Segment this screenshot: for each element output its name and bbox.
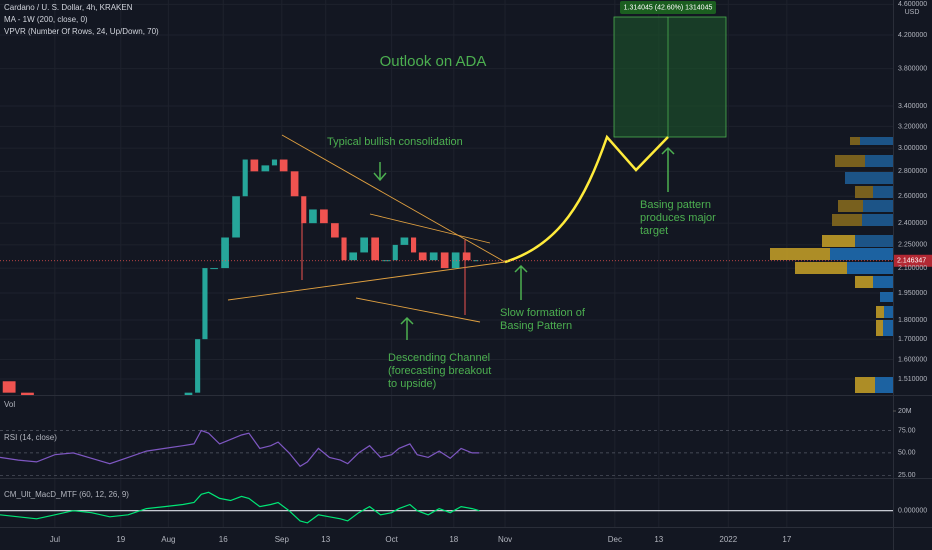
y-tick-label: 2.100000 (898, 265, 927, 272)
candle (462, 252, 471, 261)
arrows (373, 146, 675, 340)
y-tick-label: 4.600000 (898, 1, 927, 8)
x-tick-label: 17 (782, 535, 791, 544)
currency: USD (905, 9, 920, 16)
candle (301, 196, 307, 224)
candle (271, 159, 278, 166)
projection-curve (504, 134, 669, 264)
annotation: target (640, 225, 668, 237)
candle (331, 223, 339, 238)
candle (309, 209, 317, 224)
x-tick-label: Aug (161, 535, 175, 544)
x-tick-label: Jul (50, 535, 60, 544)
y-tick-label: 50.00 (898, 450, 916, 457)
candle (210, 268, 218, 270)
y-tick-label: 3.800000 (898, 65, 927, 72)
x-tick-label: Nov (498, 535, 512, 544)
pane-label: RSI (14, close) (4, 433, 57, 442)
y-tick-label: 3.000000 (898, 145, 927, 152)
candles (2, 159, 479, 395)
pane-label: Vol (4, 400, 15, 409)
y-tick-label: 4.200000 (898, 32, 927, 39)
header-symbol: Cardano / U. S. Dollar, 4h, KRAKEN (4, 3, 133, 12)
candle (320, 209, 328, 224)
y-tick-label: 2.250000 (898, 242, 927, 249)
annotation: Basing Pattern (500, 320, 572, 332)
candle (341, 237, 347, 261)
target-box (613, 16, 727, 138)
target-label: 1.314045 (42.60%) 1314045 (624, 4, 713, 11)
candle (195, 339, 201, 393)
y-tick-label: 1.510000 (898, 376, 927, 383)
candle (360, 237, 368, 253)
annotation: Basing pattern (640, 199, 711, 211)
header-ma: MA - 1W (200, close, 0) (4, 15, 88, 24)
candle (2, 381, 16, 393)
annotation: to upside) (388, 378, 436, 390)
x-tick-label: 13 (654, 535, 663, 544)
y-tick-label: 2.600000 (898, 193, 927, 200)
candle (202, 268, 208, 340)
annotation: (forecasting breakout (388, 365, 491, 377)
candle (473, 260, 479, 262)
x-tick-label: 16 (219, 535, 228, 544)
annotation: Descending Channel (388, 352, 490, 364)
trend-lines (227, 134, 506, 323)
y-tick-label: 1.950000 (898, 290, 927, 297)
candle (410, 237, 417, 253)
pane-label: CM_Ult_MacD_MTF (60, 12, 26, 9) (4, 490, 129, 499)
candle (371, 237, 379, 261)
candle (429, 252, 438, 261)
y-tick-label: 3.400000 (898, 103, 927, 110)
y-tick-label: 2.800000 (898, 168, 927, 175)
candle (232, 196, 240, 238)
candle (184, 392, 193, 395)
x-tick-label: Dec (608, 535, 622, 544)
candle (451, 252, 460, 269)
x-tick-label: 18 (449, 535, 458, 544)
y-tick-label: 1.700000 (898, 336, 927, 343)
last-price-box (894, 254, 932, 267)
x-tick-label: 13 (321, 535, 330, 544)
volume-profile (770, 137, 893, 393)
y-tick-label: 2.400000 (898, 220, 927, 227)
candle (440, 252, 449, 269)
y-tick-label: 20M (898, 408, 912, 415)
candle (418, 252, 427, 261)
target-label-box (620, 1, 716, 14)
x-tick-label: Sep (275, 535, 290, 544)
y-tick-label: 75.00 (898, 427, 916, 434)
candle (279, 159, 288, 172)
y-tick-label: 3.200000 (898, 123, 927, 130)
y-tick-label: 1.800000 (898, 317, 927, 324)
candle (221, 237, 229, 269)
candle (382, 260, 390, 262)
annotation: Typical bullish consolidation (327, 136, 463, 148)
candle (400, 237, 409, 245)
y-tick-label: 0.000000 (898, 508, 927, 515)
candle (290, 171, 299, 197)
x-tick-label: 2022 (719, 535, 737, 544)
annotation: Slow formation of (500, 307, 586, 319)
annotation: produces major (640, 212, 716, 224)
candle (261, 165, 270, 172)
candle (392, 244, 398, 261)
candle (242, 159, 248, 197)
x-tick-label: Oct (385, 535, 398, 544)
candle (250, 159, 259, 172)
x-tick-label: 19 (116, 535, 125, 544)
candle (21, 392, 34, 395)
header-vpvr: VPVR (Number Of Rows, 24, Up/Down, 70) (4, 27, 159, 36)
last-price-label: 2.146347 (897, 258, 926, 265)
chart-title: Outlook on ADA (380, 53, 487, 70)
macd-line (0, 491, 480, 524)
candle (349, 252, 358, 261)
y-tick-label: 25.00 (898, 472, 916, 479)
y-tick-label: 1.600000 (898, 356, 927, 363)
rsi-line (0, 429, 480, 468)
